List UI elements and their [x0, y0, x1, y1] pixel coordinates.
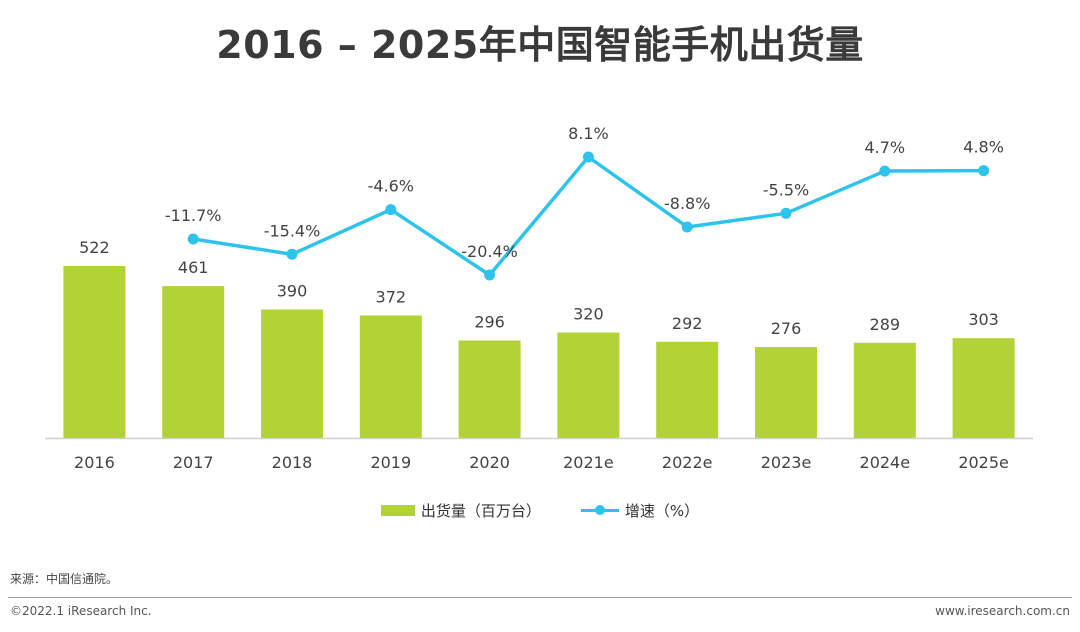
growth-point-2018: [286, 248, 298, 260]
footer-divider: [8, 597, 1072, 598]
legend-bar-swatch: [380, 505, 415, 516]
bar-value-label: 320: [573, 305, 604, 324]
growth-point-2024e: [879, 165, 891, 177]
x-tick-label: 2019: [370, 453, 411, 472]
growth-point-2021e: [582, 151, 594, 163]
bar-2017: [162, 286, 225, 438]
x-tick-label: 2018: [272, 453, 313, 472]
legend-line-swatch: [580, 505, 619, 516]
bar-value-label: 276: [771, 319, 802, 338]
growth-value-label: 4.7%: [864, 138, 905, 157]
x-tick-label: 2024e: [860, 453, 911, 472]
x-tick-label: 2016: [74, 453, 115, 472]
growth-value-label: -8.8%: [664, 194, 710, 213]
legend-item-shipments: 出货量（百万台）: [380, 500, 541, 521]
copyright: ©2022.1 iResearch Inc.: [10, 604, 152, 618]
bar-2021e: [557, 332, 620, 438]
growth-value-label: 4.8%: [963, 138, 1004, 157]
bar-2025e: [952, 338, 1015, 438]
growth-point-2023e: [780, 207, 792, 219]
bar-value-label: 296: [474, 312, 505, 331]
growth-point-2020: [484, 269, 496, 281]
bar-value-label: 522: [79, 238, 110, 257]
bar-value-label: 292: [672, 314, 703, 333]
growth-value-label: -20.4%: [461, 242, 518, 261]
bar-2019: [359, 315, 422, 438]
growth-value-label: -15.4%: [264, 221, 321, 240]
bar-2016: [63, 266, 126, 438]
bar-2022e: [656, 341, 719, 438]
x-tick-label: 2023e: [761, 453, 812, 472]
chart-title: 2016 – 2025年中国智能手机出货量: [216, 23, 864, 67]
bar-value-label: 461: [178, 258, 209, 277]
legend-label-shipments: 出货量（百万台）: [420, 502, 541, 520]
bar-value-label: 289: [870, 315, 901, 334]
x-tick-label: 2020: [469, 453, 510, 472]
bar-value-label: 372: [376, 287, 407, 306]
growth-value-label: 8.1%: [568, 124, 609, 143]
growth-point-2022e: [681, 221, 693, 233]
source-note: 来源：中国信通院。: [10, 572, 119, 586]
x-tick-label: 2025e: [958, 453, 1009, 472]
x-tick-label: 2022e: [662, 453, 713, 472]
x-tick-label: 2021e: [563, 453, 614, 472]
legend: 出货量（百万台） 增速（%）: [0, 500, 1080, 521]
bar-2020: [458, 340, 521, 438]
growth-value-label: -5.5%: [763, 180, 809, 199]
growth-value-label: -11.7%: [165, 206, 222, 225]
chart-svg: 522 461 390 372 296 320 292 276 289 303 2016 2017 20…: [45, 124, 1033, 472]
growth-point-2019: [385, 204, 397, 216]
bar-2018: [261, 309, 323, 438]
bar-value-label: 390: [277, 281, 308, 300]
growth-point-2025e: [978, 165, 990, 177]
website-link[interactable]: www.iresearch.com.cn: [935, 604, 1070, 618]
growth-line: [192, 155, 984, 277]
legend-label-growth: 增速（%）: [624, 502, 700, 520]
growth-point-2017: [187, 233, 199, 245]
bar-value-label: 303: [968, 310, 999, 329]
bar-2024e: [853, 342, 916, 438]
bar-2023e: [755, 347, 817, 438]
legend-item-growth: 增速（%）: [580, 500, 700, 521]
x-tick-label: 2017: [173, 453, 214, 472]
growth-value-label: -4.6%: [368, 177, 414, 196]
